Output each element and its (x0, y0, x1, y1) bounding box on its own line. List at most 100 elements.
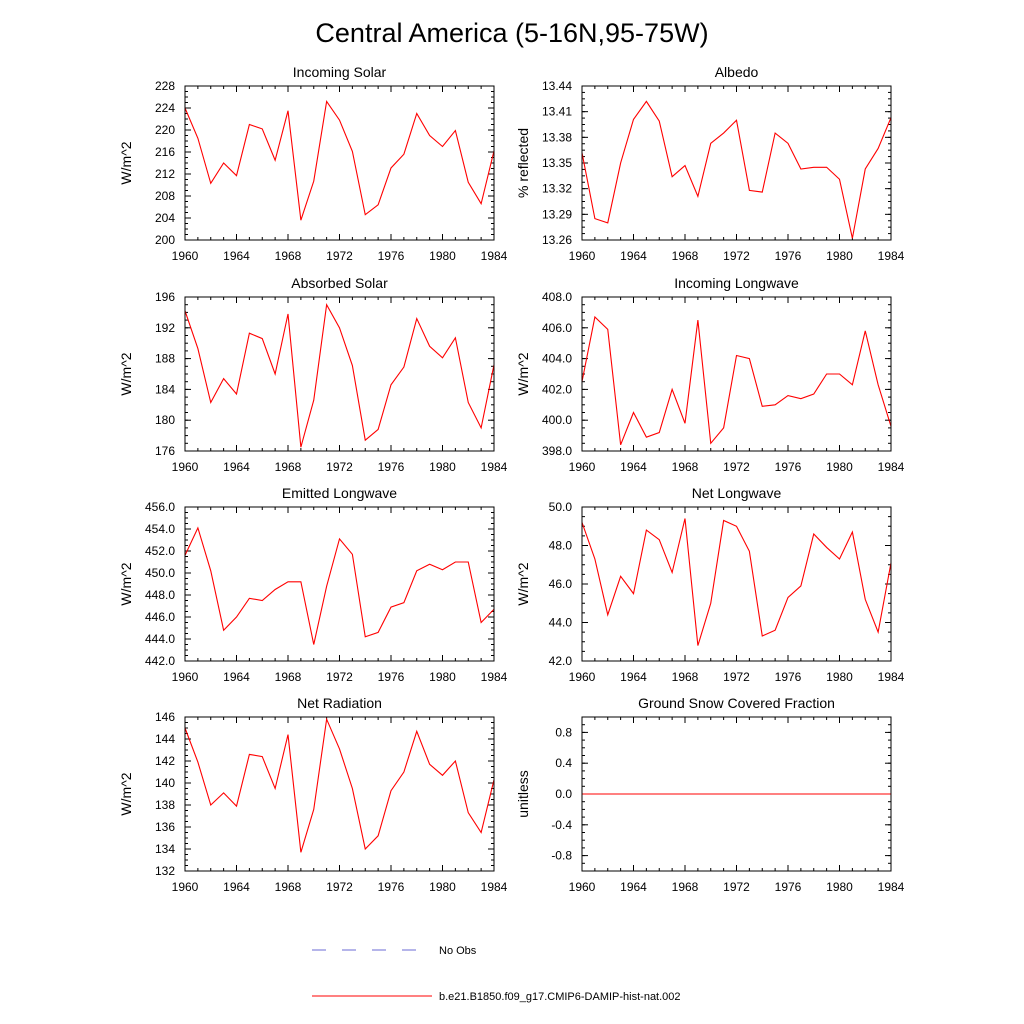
chart-panel-2: Absorbed Solar W/m^2 1960 1964 1968 1972 1976 1… (118, 275, 508, 474)
chart-panel-0: Incoming Solar W/m^2 1960 1964 1968 1972 1976 1… (118, 64, 508, 263)
y-tick-label: 408.0 (542, 290, 572, 304)
x-tick-label: 1960 (172, 249, 199, 263)
y-tick-label: 142 (155, 754, 175, 768)
chart-title: Emitted Longwave (282, 485, 397, 501)
x-tick-label: 1964 (620, 880, 647, 894)
y-tick-label: 44.0 (549, 616, 573, 630)
x-tick-label: 1976 (775, 880, 802, 894)
x-tick-label: 1976 (378, 880, 405, 894)
y-tick-label: 0.0 (555, 787, 572, 801)
y-axis-label: % reflected (515, 128, 531, 198)
chart-title: Net Longwave (692, 485, 782, 501)
series-line (184, 302, 495, 448)
chart-panel-7: Ground Snow Covered Fraction unitless 1960… (515, 695, 905, 894)
chart-panel-5: Net Longwave W/m^2 1960 1964 1968 1972 1976 198… (515, 485, 905, 684)
y-tick-label: 208 (155, 189, 175, 203)
y-tick-label: 42.0 (549, 654, 573, 668)
x-tick-label: 1984 (481, 249, 508, 263)
y-tick-label: 13.26 (542, 233, 572, 247)
x-tick-label: 1984 (878, 880, 905, 894)
series-line (581, 315, 892, 446)
y-tick-label: 13.29 (542, 207, 572, 221)
series-line (581, 518, 892, 646)
x-tick-label: 1972 (326, 670, 353, 684)
y-tick-label: 220 (155, 123, 175, 137)
x-tick-label: 1964 (620, 670, 647, 684)
y-tick-label: 13.32 (542, 182, 572, 196)
x-tick-label: 1976 (378, 249, 405, 263)
y-tick-label: 46.0 (549, 577, 573, 591)
x-tick-label: 1980 (429, 880, 456, 894)
x-tick-label: 1968 (672, 460, 699, 474)
legend-label-model: b.e21.B1850.f09_g17.CMIP6-DAMIP-hist-nat… (439, 991, 681, 1003)
y-tick-label: 444.0 (145, 632, 175, 646)
x-tick-label: 1968 (672, 249, 699, 263)
x-tick-label: 1960 (172, 670, 199, 684)
y-tick-label: 180 (155, 413, 175, 427)
series-line (184, 717, 495, 853)
y-tick-label: 140 (155, 776, 175, 790)
chart-title: Ground Snow Covered Fraction (638, 695, 835, 711)
y-tick-label: 450.0 (145, 566, 175, 580)
x-tick-label: 1960 (569, 880, 596, 894)
x-tick-label: 1960 (569, 670, 596, 684)
x-tick-label: 1968 (275, 460, 302, 474)
plot-frame (581, 506, 892, 662)
y-tick-label: 216 (155, 145, 175, 159)
x-tick-label: 1960 (569, 249, 596, 263)
y-axis-label: W/m^2 (118, 772, 134, 815)
x-tick-label: 1960 (172, 460, 199, 474)
x-tick-label: 1976 (378, 460, 405, 474)
x-tick-label: 1976 (775, 249, 802, 263)
plot-frame (184, 296, 495, 452)
y-tick-label: 184 (155, 382, 175, 396)
y-tick-label: 228 (155, 79, 175, 93)
legend-label-no-obs: No Obs (439, 945, 477, 957)
y-tick-label: 212 (155, 167, 175, 181)
y-tick-label: 452.0 (145, 544, 175, 558)
y-tick-label: 406.0 (542, 321, 572, 335)
x-tick-label: 1980 (429, 249, 456, 263)
x-tick-label: 1968 (275, 880, 302, 894)
x-tick-label: 1972 (326, 880, 353, 894)
x-tick-label: 1964 (620, 249, 647, 263)
y-axis-label: W/m^2 (118, 562, 134, 605)
y-tick-label: 442.0 (145, 654, 175, 668)
x-tick-label: 1984 (878, 460, 905, 474)
chart-title: Absorbed Solar (291, 275, 388, 291)
x-tick-label: 1964 (223, 670, 250, 684)
y-tick-label: 13.35 (542, 156, 572, 170)
y-tick-label: -0.4 (551, 818, 572, 832)
plot-frame (581, 296, 892, 452)
plot-frame (184, 85, 495, 241)
series-line (184, 526, 495, 645)
x-tick-label: 1960 (569, 460, 596, 474)
y-tick-label: 200 (155, 233, 175, 247)
y-tick-label: 134 (155, 842, 175, 856)
y-tick-label: 404.0 (542, 352, 572, 366)
chart-title: Albedo (715, 64, 759, 80)
x-tick-label: 1968 (275, 249, 302, 263)
y-tick-label: 146 (155, 710, 175, 724)
y-tick-label: 176 (155, 444, 175, 458)
series-line (581, 100, 892, 239)
y-axis-label: W/m^2 (515, 562, 531, 605)
plot-frame (184, 506, 495, 662)
y-tick-label: 192 (155, 321, 175, 335)
x-tick-label: 1980 (826, 460, 853, 474)
y-tick-label: -0.8 (551, 849, 572, 863)
panels: Incoming Solar W/m^2 1960 1964 1968 1972 1976 1… (118, 64, 905, 894)
x-tick-label: 1984 (481, 880, 508, 894)
y-tick-label: 13.41 (542, 105, 572, 119)
y-tick-label: 144 (155, 732, 175, 746)
y-tick-label: 13.44 (542, 79, 572, 93)
x-tick-label: 1964 (223, 880, 250, 894)
y-tick-label: 196 (155, 290, 175, 304)
y-tick-label: 402.0 (542, 382, 572, 396)
x-tick-label: 1972 (326, 249, 353, 263)
y-tick-label: 0.4 (555, 756, 572, 770)
x-tick-label: 1968 (275, 670, 302, 684)
y-tick-label: 456.0 (145, 500, 175, 514)
x-tick-label: 1964 (223, 460, 250, 474)
